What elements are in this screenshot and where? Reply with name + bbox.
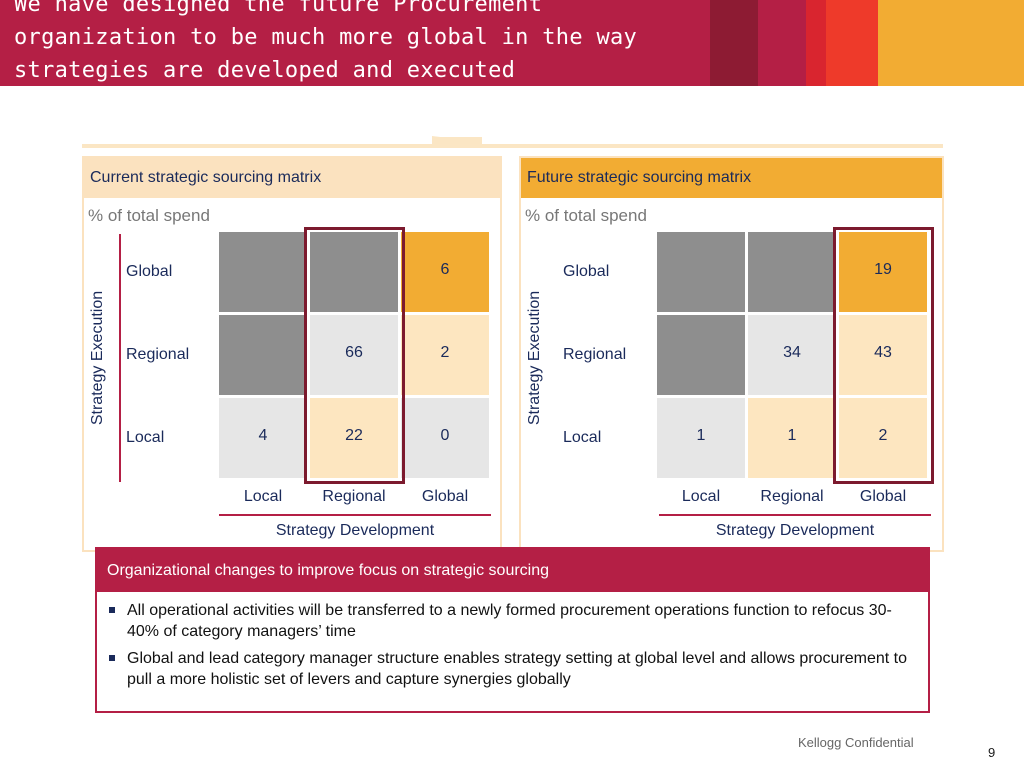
changes-box: Organizational changes to improve focus … xyxy=(95,547,930,713)
page-number: 9 xyxy=(988,745,996,760)
x-axis-line xyxy=(659,514,931,516)
row-label-regional: Regional xyxy=(126,346,190,363)
row-label-regional: Regional xyxy=(563,346,627,363)
x-axis-label: Strategy Development xyxy=(275,522,435,539)
matrix-cell: 6 xyxy=(401,232,489,312)
matrix-cell xyxy=(748,232,836,312)
col-label-local: Local xyxy=(681,488,721,505)
matrix-cell: 2 xyxy=(839,398,927,478)
highlight-column-box xyxy=(833,227,934,484)
col-label-local: Local xyxy=(243,488,283,505)
y-axis-label: Strategy Execution xyxy=(526,290,543,426)
matrix-cell: 0 xyxy=(401,398,489,478)
matrix-cell: 34 xyxy=(748,315,836,395)
panel-subtitle: % of total spend xyxy=(525,206,647,225)
matrix-cell: 2 xyxy=(401,315,489,395)
x-axis-label: Strategy Development xyxy=(715,522,875,539)
x-axis-line xyxy=(219,514,491,516)
divider-line xyxy=(82,144,943,148)
matrix-cell xyxy=(657,232,745,312)
matrix-cell: 43 xyxy=(839,315,927,395)
col-label-regional: Regional xyxy=(322,488,386,505)
bullet-square-icon xyxy=(109,655,115,661)
matrix-cell: 1 xyxy=(657,398,745,478)
matrix-cell xyxy=(219,232,307,312)
col-label-global: Global xyxy=(859,488,907,505)
panel-subtitle: % of total spend xyxy=(88,206,210,225)
page-title: We have designed the future Procurement … xyxy=(14,0,638,83)
row-label-local: Local xyxy=(126,429,165,446)
banner-stripe xyxy=(878,0,1024,86)
panel-title: Current strategic sourcing matrix xyxy=(84,158,500,198)
list-item: Global and lead category manager structu… xyxy=(109,648,909,690)
col-label-regional: Regional xyxy=(760,488,824,505)
banner-stripe xyxy=(758,0,806,86)
list-item: All operational activities will be trans… xyxy=(109,600,909,642)
row-label-global: Global xyxy=(563,263,610,280)
matrix-cell: 22 xyxy=(310,398,398,478)
bullet-square-icon xyxy=(109,607,115,613)
changes-title: Organizational changes to improve focus … xyxy=(97,549,928,592)
matrix-cell xyxy=(657,315,745,395)
y-axis-label: Strategy Execution xyxy=(89,290,106,426)
panel-title: Future strategic sourcing matrix xyxy=(521,158,942,198)
changes-list: All operational activities will be trans… xyxy=(109,600,909,696)
banner-stripe xyxy=(826,0,878,86)
banner-stripe xyxy=(806,0,826,86)
chevron-right-icon xyxy=(432,136,482,148)
confidential-label: Kellogg Confidential xyxy=(798,735,914,750)
y-axis-line xyxy=(119,234,121,482)
matrix-cell: 66 xyxy=(310,315,398,395)
col-label-global: Global xyxy=(421,488,469,505)
current-matrix-panel: Current strategic sourcing matrix % of t… xyxy=(82,156,502,552)
row-label-global: Global xyxy=(126,263,173,280)
bullet-text: Global and lead category manager structu… xyxy=(127,650,908,688)
matrix-cell xyxy=(310,232,398,312)
banner-stripe xyxy=(710,0,758,86)
header-banner: We have designed the future Procurement … xyxy=(0,0,1024,86)
future-matrix-panel: Future strategic sourcing matrix % of to… xyxy=(519,156,944,552)
bullet-text: All operational activities will be trans… xyxy=(127,602,892,640)
matrix-cell: 1 xyxy=(748,398,836,478)
row-label-local: Local xyxy=(563,429,602,446)
matrix-cell: 4 xyxy=(219,398,307,478)
highlight-column-box xyxy=(304,227,405,484)
matrix-cell xyxy=(219,315,307,395)
matrix-cell: 19 xyxy=(839,232,927,312)
